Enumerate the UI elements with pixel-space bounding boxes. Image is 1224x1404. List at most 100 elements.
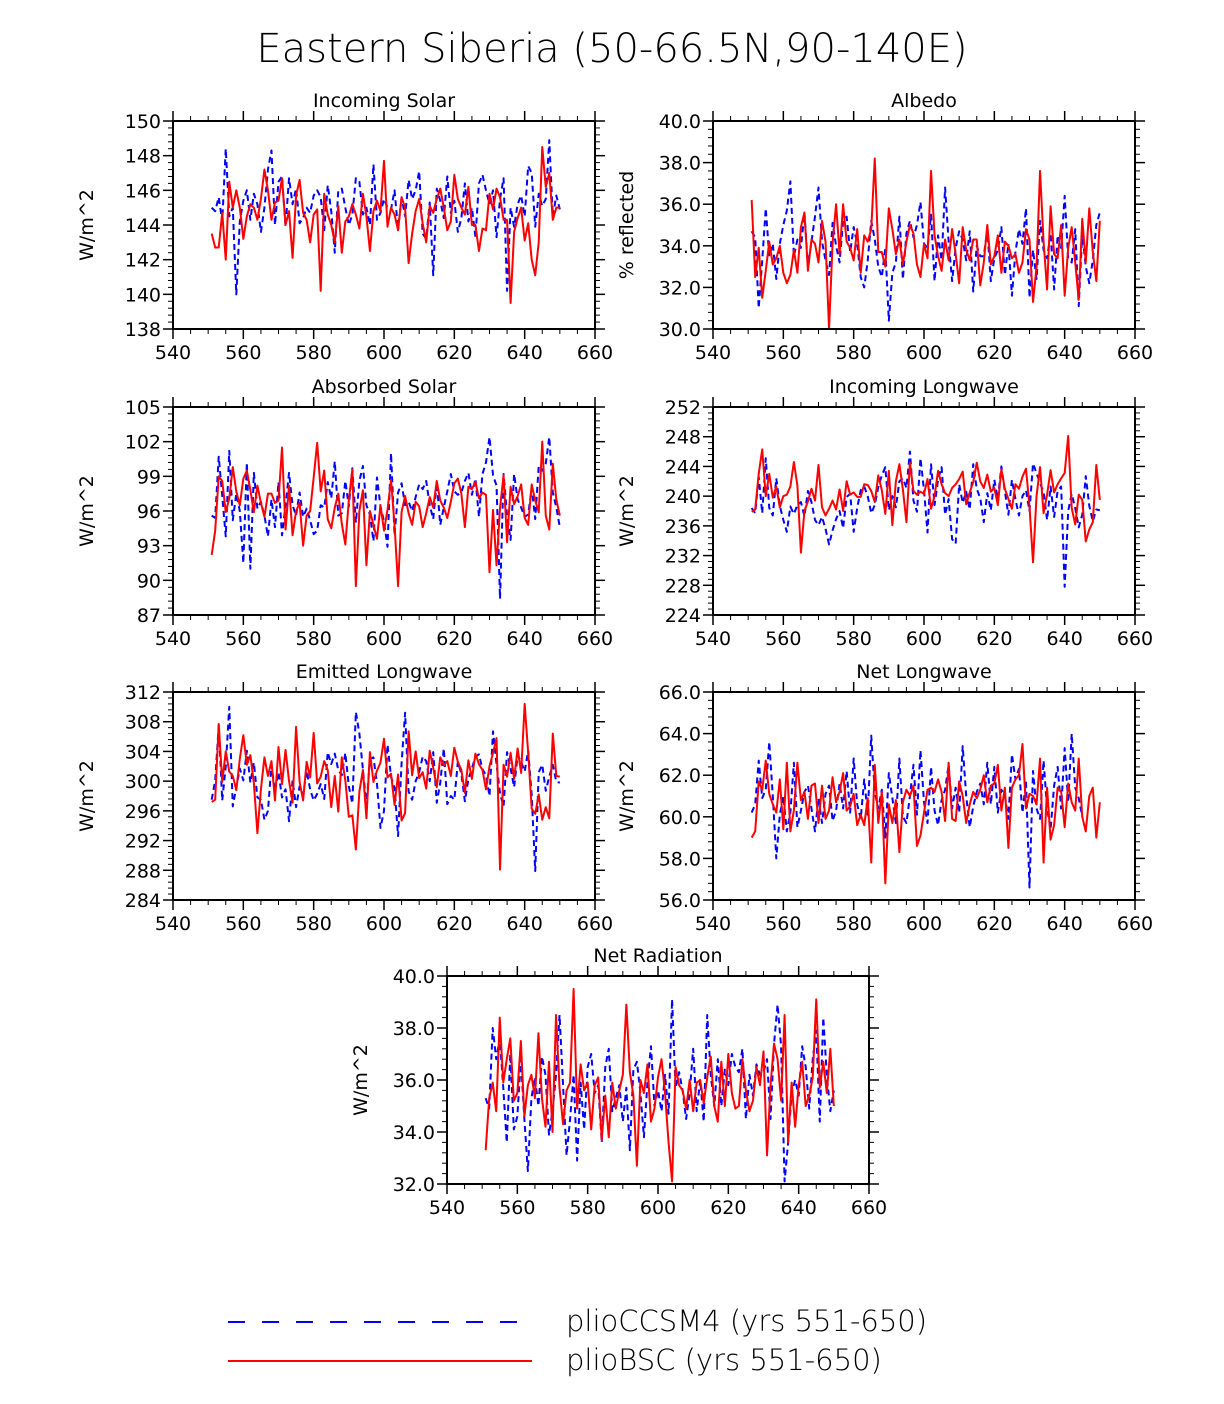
y-tick-label: 312: [125, 682, 161, 704]
x-tick-label: 600: [366, 342, 402, 364]
x-tick-label: 660: [851, 1197, 887, 1219]
x-tick-label: 580: [836, 628, 872, 650]
x-tick-label: 580: [836, 913, 872, 935]
x-tick-label: 620: [976, 913, 1012, 935]
series-line-pliobsc: [484, 988, 835, 1183]
y-tick-label: 99: [137, 466, 161, 488]
series-line-pliobsc: [211, 702, 561, 871]
series-line-pliobsc: [751, 434, 1101, 564]
series-line-pliobsc: [210, 146, 560, 304]
x-tick-label: 560: [765, 342, 801, 364]
x-tick-label: 580: [836, 342, 872, 364]
y-tick-label: 304: [125, 741, 161, 763]
legend-label-plioccsm4: plioCCSM4 (yrs 551-650): [566, 1304, 927, 1338]
y-tick-label: 308: [125, 712, 161, 734]
series-line-plioccsm4: [210, 705, 561, 873]
panel-net-longwave: 540 560 580 600 620 640 660 56.0 58.0 60.0 62.0 64.…: [616, 661, 1153, 935]
x-tick-label: 540: [695, 628, 731, 650]
series-line-pliobsc: [750, 743, 1101, 885]
y-tick-label: 90: [137, 570, 161, 592]
y-tick-label: 236: [665, 516, 701, 538]
x-tick-label: 640: [507, 628, 543, 650]
x-tick-label: 620: [436, 913, 472, 935]
y-tick-label: 232: [665, 546, 701, 568]
y-tick-label: 32.0: [659, 277, 701, 299]
x-tick-label: 660: [1117, 628, 1153, 650]
y-tick-label: 228: [665, 575, 701, 597]
x-tick-label: 600: [906, 342, 942, 364]
x-tick-label: 640: [507, 913, 543, 935]
x-tick-label: 600: [906, 628, 942, 650]
x-tick-label: 540: [695, 913, 731, 935]
panels: 540 560 580 600 620 640 660 138 140 142 144 146 148 1…: [76, 90, 1153, 1219]
y-axis-label: W/m^2: [350, 1044, 372, 1116]
y-tick-label: 56.0: [659, 890, 701, 912]
panel-net-radiation: 540 560 580 600 620 640 660 32.0 34.0 36.0 38.0 40.…: [350, 945, 887, 1219]
x-tick-label: 560: [225, 342, 261, 364]
y-tick-label: 36.0: [393, 1070, 435, 1092]
x-tick-label: 660: [577, 913, 613, 935]
series-line-plioccsm4: [211, 436, 561, 600]
y-tick-label: 150: [125, 111, 161, 133]
y-tick-label: 244: [665, 456, 701, 478]
y-tick-label: 66.0: [659, 682, 701, 704]
x-tick-label: 620: [976, 628, 1012, 650]
y-axis-label: % reflected: [616, 171, 638, 279]
y-tick-label: 292: [125, 831, 161, 853]
y-axis-label: W/m^2: [616, 760, 638, 832]
x-tick-label: 560: [225, 913, 261, 935]
panel-title-albedo: Albedo: [891, 90, 957, 112]
y-tick-label: 138: [125, 319, 161, 341]
y-axis-label: W/m^2: [76, 475, 98, 547]
x-tick-label: 640: [507, 342, 543, 364]
x-tick-label: 600: [366, 913, 402, 935]
y-tick-label: 296: [125, 801, 161, 823]
panel-title-incoming-solar: Incoming Solar: [313, 90, 455, 112]
x-tick-label: 560: [225, 628, 261, 650]
x-tick-label: 620: [436, 628, 472, 650]
x-tick-label: 540: [155, 913, 191, 935]
x-tick-label: 540: [695, 342, 731, 364]
y-axis-label: W/m^2: [76, 760, 98, 832]
y-tick-label: 144: [125, 215, 161, 237]
plot-frame: [172, 120, 596, 330]
panel-absorbed-solar: 540 560 580 600 620 640 660 87 90 93 96 99 102 105 Abs…: [76, 376, 613, 650]
x-tick-label: 560: [765, 913, 801, 935]
panel-title-incoming-longwave: Incoming Longwave: [829, 376, 1019, 398]
x-tick-label: 600: [366, 628, 402, 650]
panel-title-net-longwave: Net Longwave: [856, 661, 992, 683]
x-tick-label: 540: [155, 628, 191, 650]
series-line-pliobsc: [750, 157, 1101, 329]
panel-emitted-longwave: 540 560 580 600 620 640 660 284 288 292 296 300 304 3…: [76, 661, 613, 935]
x-tick-label: 580: [296, 913, 332, 935]
y-tick-label: 32.0: [393, 1174, 435, 1196]
y-tick-label: 64.0: [659, 724, 701, 746]
panel-incoming-longwave: 540 560 580 600 620 640 660 224 228 232 236 240 244 2…: [616, 376, 1153, 650]
x-tick-label: 600: [906, 913, 942, 935]
y-tick-label: 300: [125, 771, 161, 793]
y-tick-label: 58.0: [659, 848, 701, 870]
y-tick-label: 288: [125, 860, 161, 882]
y-tick-label: 34.0: [659, 236, 701, 258]
y-tick-label: 93: [137, 536, 161, 558]
x-tick-label: 620: [710, 1197, 746, 1219]
x-tick-label: 660: [577, 342, 613, 364]
y-tick-label: 140: [125, 284, 161, 306]
y-tick-label: 146: [125, 180, 161, 202]
y-tick-label: 87: [137, 605, 161, 627]
y-tick-label: 36.0: [659, 194, 701, 216]
y-tick-label: 62.0: [659, 765, 701, 787]
series-line-pliobsc: [210, 440, 561, 588]
series-line-plioccsm4: [750, 732, 1084, 889]
x-tick-label: 620: [976, 342, 1012, 364]
y-tick-label: 102: [125, 432, 161, 454]
panel-incoming-solar: 540 560 580 600 620 640 660 138 140 142 144 146 148 1…: [76, 90, 613, 364]
x-tick-label: 600: [640, 1197, 676, 1219]
legend-label-pliobsc: plioBSC (yrs 551-650): [566, 1343, 882, 1377]
y-tick-label: 148: [125, 146, 161, 168]
x-tick-label: 660: [1117, 342, 1153, 364]
y-tick-label: 284: [125, 890, 161, 912]
figure-title: Eastern Siberia (50-66.5N,90-140E): [256, 26, 967, 72]
x-tick-label: 660: [1117, 913, 1153, 935]
